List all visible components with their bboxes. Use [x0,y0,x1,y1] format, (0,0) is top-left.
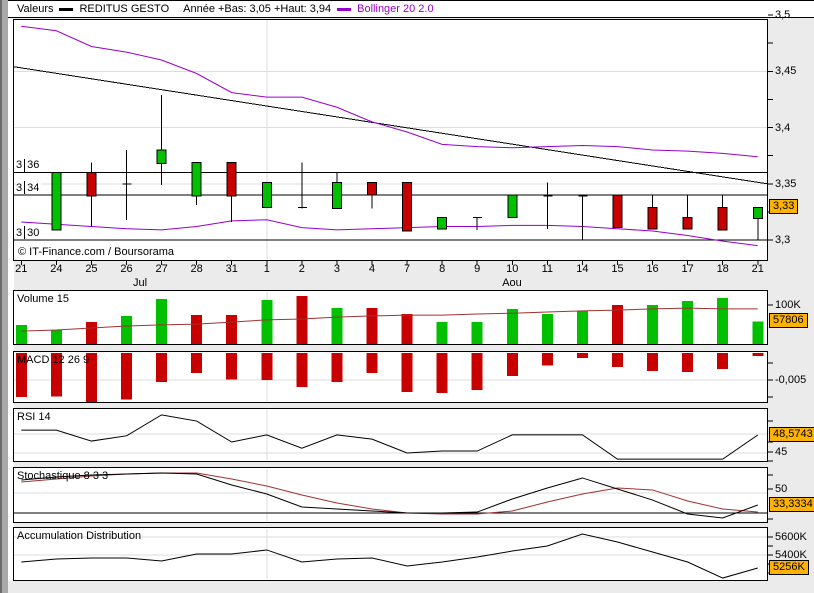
price-chart-panel [13,19,768,261]
volume-panel [13,290,768,345]
instrument-name: REDITUS GESTO [79,3,170,15]
y-axis-label: 100K [775,299,801,311]
month-label: Aou [502,277,522,289]
y-axis-label: 3,35 [775,177,797,190]
values-label: Valeurs [17,3,54,15]
last-value-badge: 57806 [769,313,808,329]
x-axis-label: 15 [611,263,624,275]
level-label-divider [24,181,26,194]
x-axis-label: 16 [646,263,659,275]
price-series-swatch-icon [59,7,74,11]
last-value-badge: 48,5743 [769,426,814,442]
x-axis-label: 10 [506,263,519,275]
x-axis-label: 4 [368,263,376,275]
stochastic-panel-label: Stochastique 8 3 3 [17,470,109,482]
price-level-label: 3 30 [16,226,42,239]
last-value-badge: 3,33 [769,199,799,215]
y-axis-label: -0,005 [775,374,807,386]
year-range-info: Année +Bas: 3,05 +Haut: 3,94 [183,3,332,15]
x-axis-label: 8 [439,263,446,275]
y-axis-label: 45 [775,446,788,458]
volume-panel-label: Volume 15 [17,293,69,305]
x-axis-label: 2 [298,263,305,275]
x-axis-label: 25 [85,263,98,275]
bollinger-legend-label: Bollinger 20 2.0 [357,3,434,15]
x-axis-label: 21 [15,263,28,275]
macd-panel [13,351,768,403]
level-label-divider [24,226,26,239]
macd-panel-label: MACD 12 26 9 [17,354,90,366]
y-axis-label: 5400K [775,549,807,561]
x-axis-label: 14 [576,263,589,275]
x-axis-label: 1 [263,263,270,275]
window-frame-outer [0,0,2,593]
y-axis-label: 50 [775,483,788,495]
x-axis-label: 17 [681,263,694,275]
level-label-divider [24,158,26,172]
x-axis-label: 31 [225,263,238,275]
x-axis-label: 7 [404,263,411,275]
price-level-label: 3 36 [16,158,42,172]
x-axis-label: 3 [333,263,340,275]
accdist-panel-label: Accumulation Distribution [17,530,142,542]
price-level-label: 3 34 [16,181,42,194]
x-axis-label: 28 [190,263,203,275]
x-axis-label: 9 [474,263,481,275]
last-value-badge: 33,3334 [769,496,814,512]
window-frame-inner [2,0,8,593]
y-axis-label: 3,5 [775,9,791,21]
y-axis-label: 3,4 [775,121,791,134]
x-axis-label: 18 [716,263,729,275]
month-label: Jul [132,277,148,289]
x-axis-label: 26 [120,263,133,275]
last-value-badge: 5256K [769,559,809,575]
header-bar: Valeurs REDITUS GESTO Année +Bas: 3,05 +… [8,0,814,18]
content-background [8,19,14,581]
x-axis-label: 21 [751,263,764,275]
x-axis-label: 27 [155,263,168,275]
bollinger-series-swatch-icon [337,7,352,11]
rsi-panel [13,408,768,462]
stochastic-panel [13,467,768,523]
y-axis-label: 5600K [775,531,807,543]
x-axis-label: 11 [541,263,554,275]
y-axis-label: 3,3 [775,234,791,246]
watermark: © IT-Finance.com / Boursorama [18,246,175,258]
x-axis-label: 24 [50,263,63,275]
y-axis-label: 3,45 [775,65,797,78]
rsi-panel-label: RSI 14 [17,411,51,423]
